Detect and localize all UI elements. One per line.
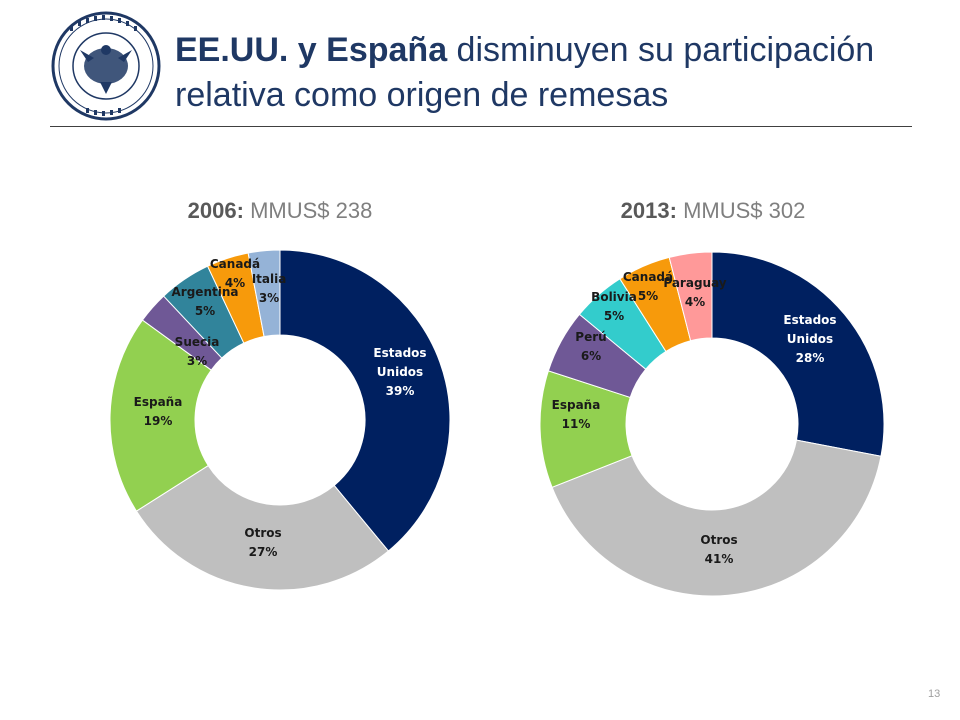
- data-label-espana: España 19%: [134, 395, 183, 428]
- slice-canada: [206, 252, 265, 344]
- donut-chart-2013: Estados Unidos 28% Otros 41% España 11% Perú 6% B…: [539, 251, 885, 597]
- slide-title: EE.UU. y España disminuyen su participac…: [175, 28, 955, 118]
- slice-otros: [551, 439, 882, 597]
- slice-italia: [247, 249, 281, 338]
- donut-chart-2006: Estados Unidos 39% Otros 27% España 19% Suecia 3…: [109, 249, 451, 591]
- slice-espana: [109, 319, 212, 512]
- slice-estados-unidos: [279, 249, 451, 552]
- data-label-peru: Perú 6%: [575, 330, 606, 363]
- slice-paraguay: [668, 251, 713, 342]
- chart-2006-amount: MMUS$ 238: [250, 198, 373, 223]
- slide-title-rest: disminuyen su participación relativa com…: [175, 31, 875, 114]
- title-divider: [50, 126, 912, 127]
- data-label-bolivia: Bolivia 5%: [591, 290, 637, 323]
- slice-argentina: [162, 265, 245, 359]
- data-label-suecia: Suecia 3%: [175, 335, 220, 368]
- slice-suecia: [141, 295, 223, 371]
- data-label-otros: Otros 41%: [700, 533, 737, 566]
- slice-canada: [619, 256, 692, 353]
- chart-2013-year: 2013:: [620, 198, 677, 223]
- data-label-argentina: Argentina 5%: [172, 285, 239, 318]
- slice-peru: [547, 313, 647, 399]
- chart-2013-amount: MMUS$ 302: [683, 198, 806, 223]
- slice-bolivia: [578, 278, 667, 370]
- page-number: 13: [928, 688, 941, 700]
- data-label-italia: Italia 3%: [252, 272, 287, 305]
- data-label-espana: España 11%: [552, 398, 601, 431]
- slice-espana: [539, 370, 633, 488]
- chart-2006-year: 2006:: [187, 198, 244, 223]
- data-label-canada: Canadá 5%: [623, 270, 673, 303]
- slice-estados-unidos: [711, 251, 885, 457]
- slide-title-bold: EE.UU. y España: [175, 31, 448, 69]
- data-label-canada: Canadá 4%: [210, 257, 260, 290]
- data-label-estados-unidos: Estados Unidos 28%: [783, 313, 836, 365]
- slice-otros: [135, 464, 390, 591]
- banco-central-logo: [51, 11, 161, 121]
- chart-2006-heading: 2006: MMUS$ 238: [110, 198, 450, 224]
- chart-2013-heading: 2013: MMUS$ 302: [543, 198, 883, 224]
- data-label-estados-unidos: Estados Unidos 39%: [373, 346, 426, 398]
- data-label-paraguay: Paraguay 4%: [663, 276, 726, 309]
- data-label-otros: Otros 27%: [244, 526, 281, 559]
